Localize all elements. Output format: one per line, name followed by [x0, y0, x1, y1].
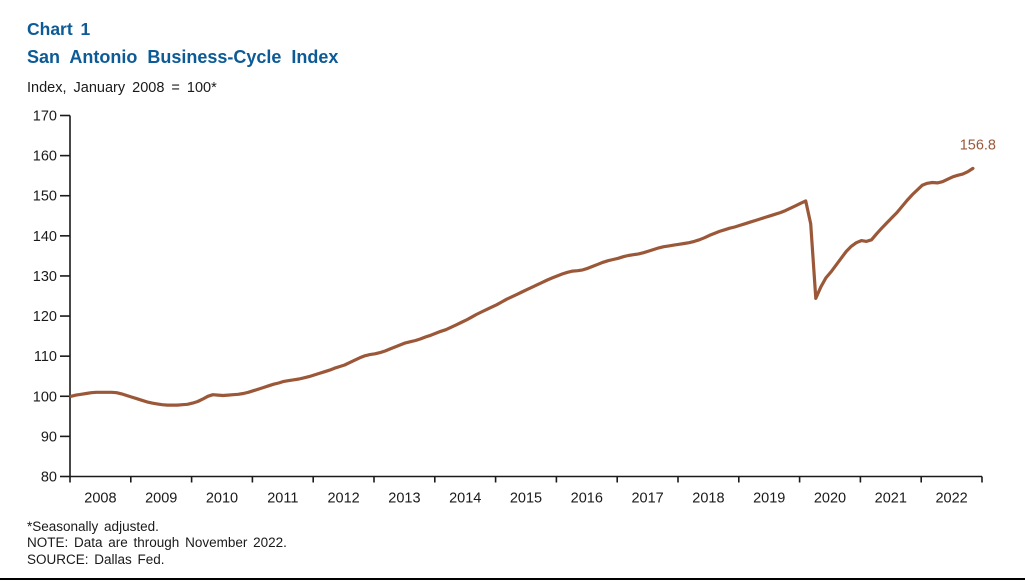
y-tick-label: 90	[41, 429, 57, 445]
footnote-seasonally-adjusted: *Seasonally adjusted.	[27, 519, 159, 534]
y-tick-label: 130	[33, 269, 57, 285]
y-tick-label: 150	[33, 189, 57, 205]
y-tick-label: 100	[33, 389, 57, 405]
chart-header: Chart 1 San Antonio Business-Cycle Index…	[27, 15, 338, 96]
x-tick-label: 2009	[145, 491, 177, 507]
x-tick-label: 2019	[753, 491, 785, 507]
x-tick-label: 2011	[267, 491, 298, 507]
bottom-divider	[0, 578, 1025, 581]
x-tick-label: 2018	[692, 491, 724, 507]
y-tick-label: 160	[33, 149, 57, 165]
x-tick-label: 2016	[571, 491, 603, 507]
business-cycle-index-line	[69, 166, 975, 407]
y-tick-label: 80	[41, 470, 57, 486]
chart-number-label: Chart 1	[27, 19, 91, 39]
x-tick-label: 2015	[510, 491, 542, 507]
x-tick-label: 2022	[935, 491, 967, 507]
x-tick-label: 2008	[84, 491, 116, 507]
x-tick-label: 2012	[327, 491, 359, 507]
axis-units-label: Index, January 2008 = 100*	[27, 80, 217, 96]
page-title: San Antonio Business-Cycle Index	[27, 47, 339, 67]
footnotes: *Seasonally adjusted. NOTE: Data are thr…	[27, 519, 287, 568]
x-tick-label: 2021	[875, 491, 907, 507]
y-tick-label: 120	[33, 309, 57, 325]
footnote-note: NOTE: Data are through November 2022.	[27, 535, 287, 551]
x-tick-label: 2020	[814, 491, 846, 507]
y-tick-label: 110	[34, 349, 57, 365]
x-tick-label: 2013	[388, 491, 420, 507]
footnote-source: SOURCE: Dallas Fed.	[27, 551, 165, 567]
x-tick-label: 2014	[449, 491, 481, 507]
y-tick-label: 140	[33, 229, 57, 245]
y-tick-label: 170	[33, 109, 57, 125]
x-tick-label: 2010	[206, 491, 238, 507]
x-tick-label: 2017	[631, 491, 663, 507]
last-value-label: 156.8	[960, 137, 996, 153]
